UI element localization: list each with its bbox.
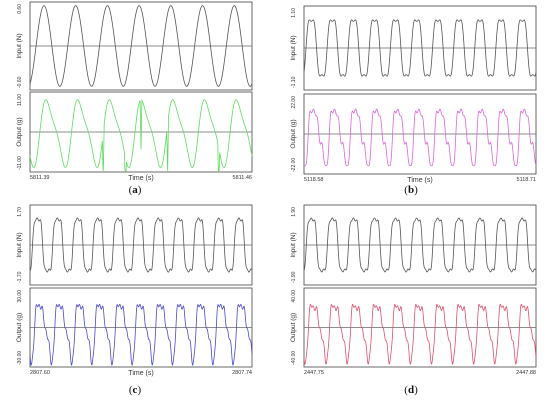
- ytick-top: 30.00: [17, 290, 23, 303]
- panel-label-d: (d): [404, 384, 418, 396]
- ytick-top: 40.00: [291, 290, 297, 303]
- chart-panel-c: 1.70 -1.70 Input (N) 30.00 -30.00 Output (g) 2…: [16, 204, 253, 377]
- subplot-output: 11.00 -11.00 Output (g): [16, 91, 253, 173]
- ylabel: Input (N): [290, 232, 297, 257]
- xlabel: Time (s): [128, 175, 153, 182]
- ytick-bottom: -11.00: [17, 156, 23, 170]
- xlabel: Time (s): [407, 177, 432, 184]
- ytick-top: 1.70: [17, 207, 23, 217]
- xtick-left: 2447.75: [304, 370, 324, 376]
- panel-label-b: (b): [404, 184, 418, 196]
- ytick-bottom: -40.00: [291, 351, 297, 365]
- chart-panel-b: 1.10 -1.10 Input (N) 22.00 -22.00 Output (g) 5…: [290, 5, 537, 184]
- ytick-top: 1.90: [291, 207, 297, 217]
- subplot-input: 1.70 -1.70 Input (N): [16, 204, 253, 286]
- ytick-bottom: -1.70: [17, 271, 23, 283]
- series-line: [303, 303, 537, 366]
- ytick-bottom: -22.00: [291, 158, 297, 172]
- series-line: [29, 217, 253, 273]
- series-line: [29, 99, 253, 172]
- series-line: [303, 217, 537, 273]
- xtick-right: 5118.71: [517, 177, 536, 183]
- ytick-top: 1.10: [291, 8, 297, 18]
- panel-label-text-a: a: [132, 184, 138, 196]
- series-line: [29, 5, 253, 87]
- subplot-output: 40.00 -40.00 Output (g): [290, 287, 537, 368]
- subplot-input: 0.60 -0.60 Input (N): [16, 1, 253, 91]
- ylabel: Output (g): [16, 117, 23, 146]
- ylabel: Output (g): [290, 313, 297, 342]
- subplot-input: 1.90 -1.90 Input (N): [290, 204, 537, 286]
- xtick-left: 5118.58: [304, 177, 323, 183]
- xtick-left: 2807.60: [30, 370, 50, 376]
- xlabel: Time (s): [128, 370, 153, 377]
- xtick-right: 2447.88: [516, 370, 536, 376]
- ylabel: Input (N): [290, 35, 297, 60]
- series-line: [29, 303, 253, 367]
- ylabel: Output (g): [290, 119, 297, 148]
- panel-label-text-d: d: [407, 384, 415, 396]
- panel-label-a: (a): [128, 184, 142, 196]
- chart-panel-a: 0.60 -0.60 Input (N) 11.00 -11.00 Output (g) 5…: [16, 1, 253, 182]
- ytick-top: 11.00: [17, 94, 23, 106]
- ylabel: Input (N): [16, 232, 23, 257]
- ytick-top: 22.00: [291, 96, 297, 109]
- chart-panel-d: 1.90 -1.90 Input (N) 40.00 -40.00 Output (g) 2…: [290, 204, 537, 376]
- panel-label-c: (c): [128, 384, 142, 396]
- ylabel: Input (N): [16, 33, 23, 58]
- ytick-bottom: -1.10: [291, 76, 297, 88]
- series-line: [303, 19, 537, 77]
- xtick-right: 2807.74: [232, 370, 252, 376]
- ytick-bottom: -1.90: [291, 271, 297, 283]
- ytick-bottom: -0.60: [17, 76, 23, 88]
- xtick-left: 5811.39: [30, 175, 49, 181]
- subplot-input: 1.10 -1.10 Input (N): [290, 5, 537, 91]
- subplot-output: 30.00 -30.00 Output (g): [16, 287, 253, 368]
- series-line: [303, 108, 537, 167]
- panel-label-text-b: b: [407, 184, 415, 196]
- xtick-right: 5811.46: [233, 175, 252, 181]
- ytick-top: 0.60: [17, 4, 23, 14]
- ylabel: Output (g): [16, 313, 23, 342]
- subplot-output: 22.00 -22.00 Output (g): [290, 93, 537, 175]
- ytick-bottom: -30.00: [17, 351, 23, 365]
- panel-label-text-c: c: [132, 384, 138, 396]
